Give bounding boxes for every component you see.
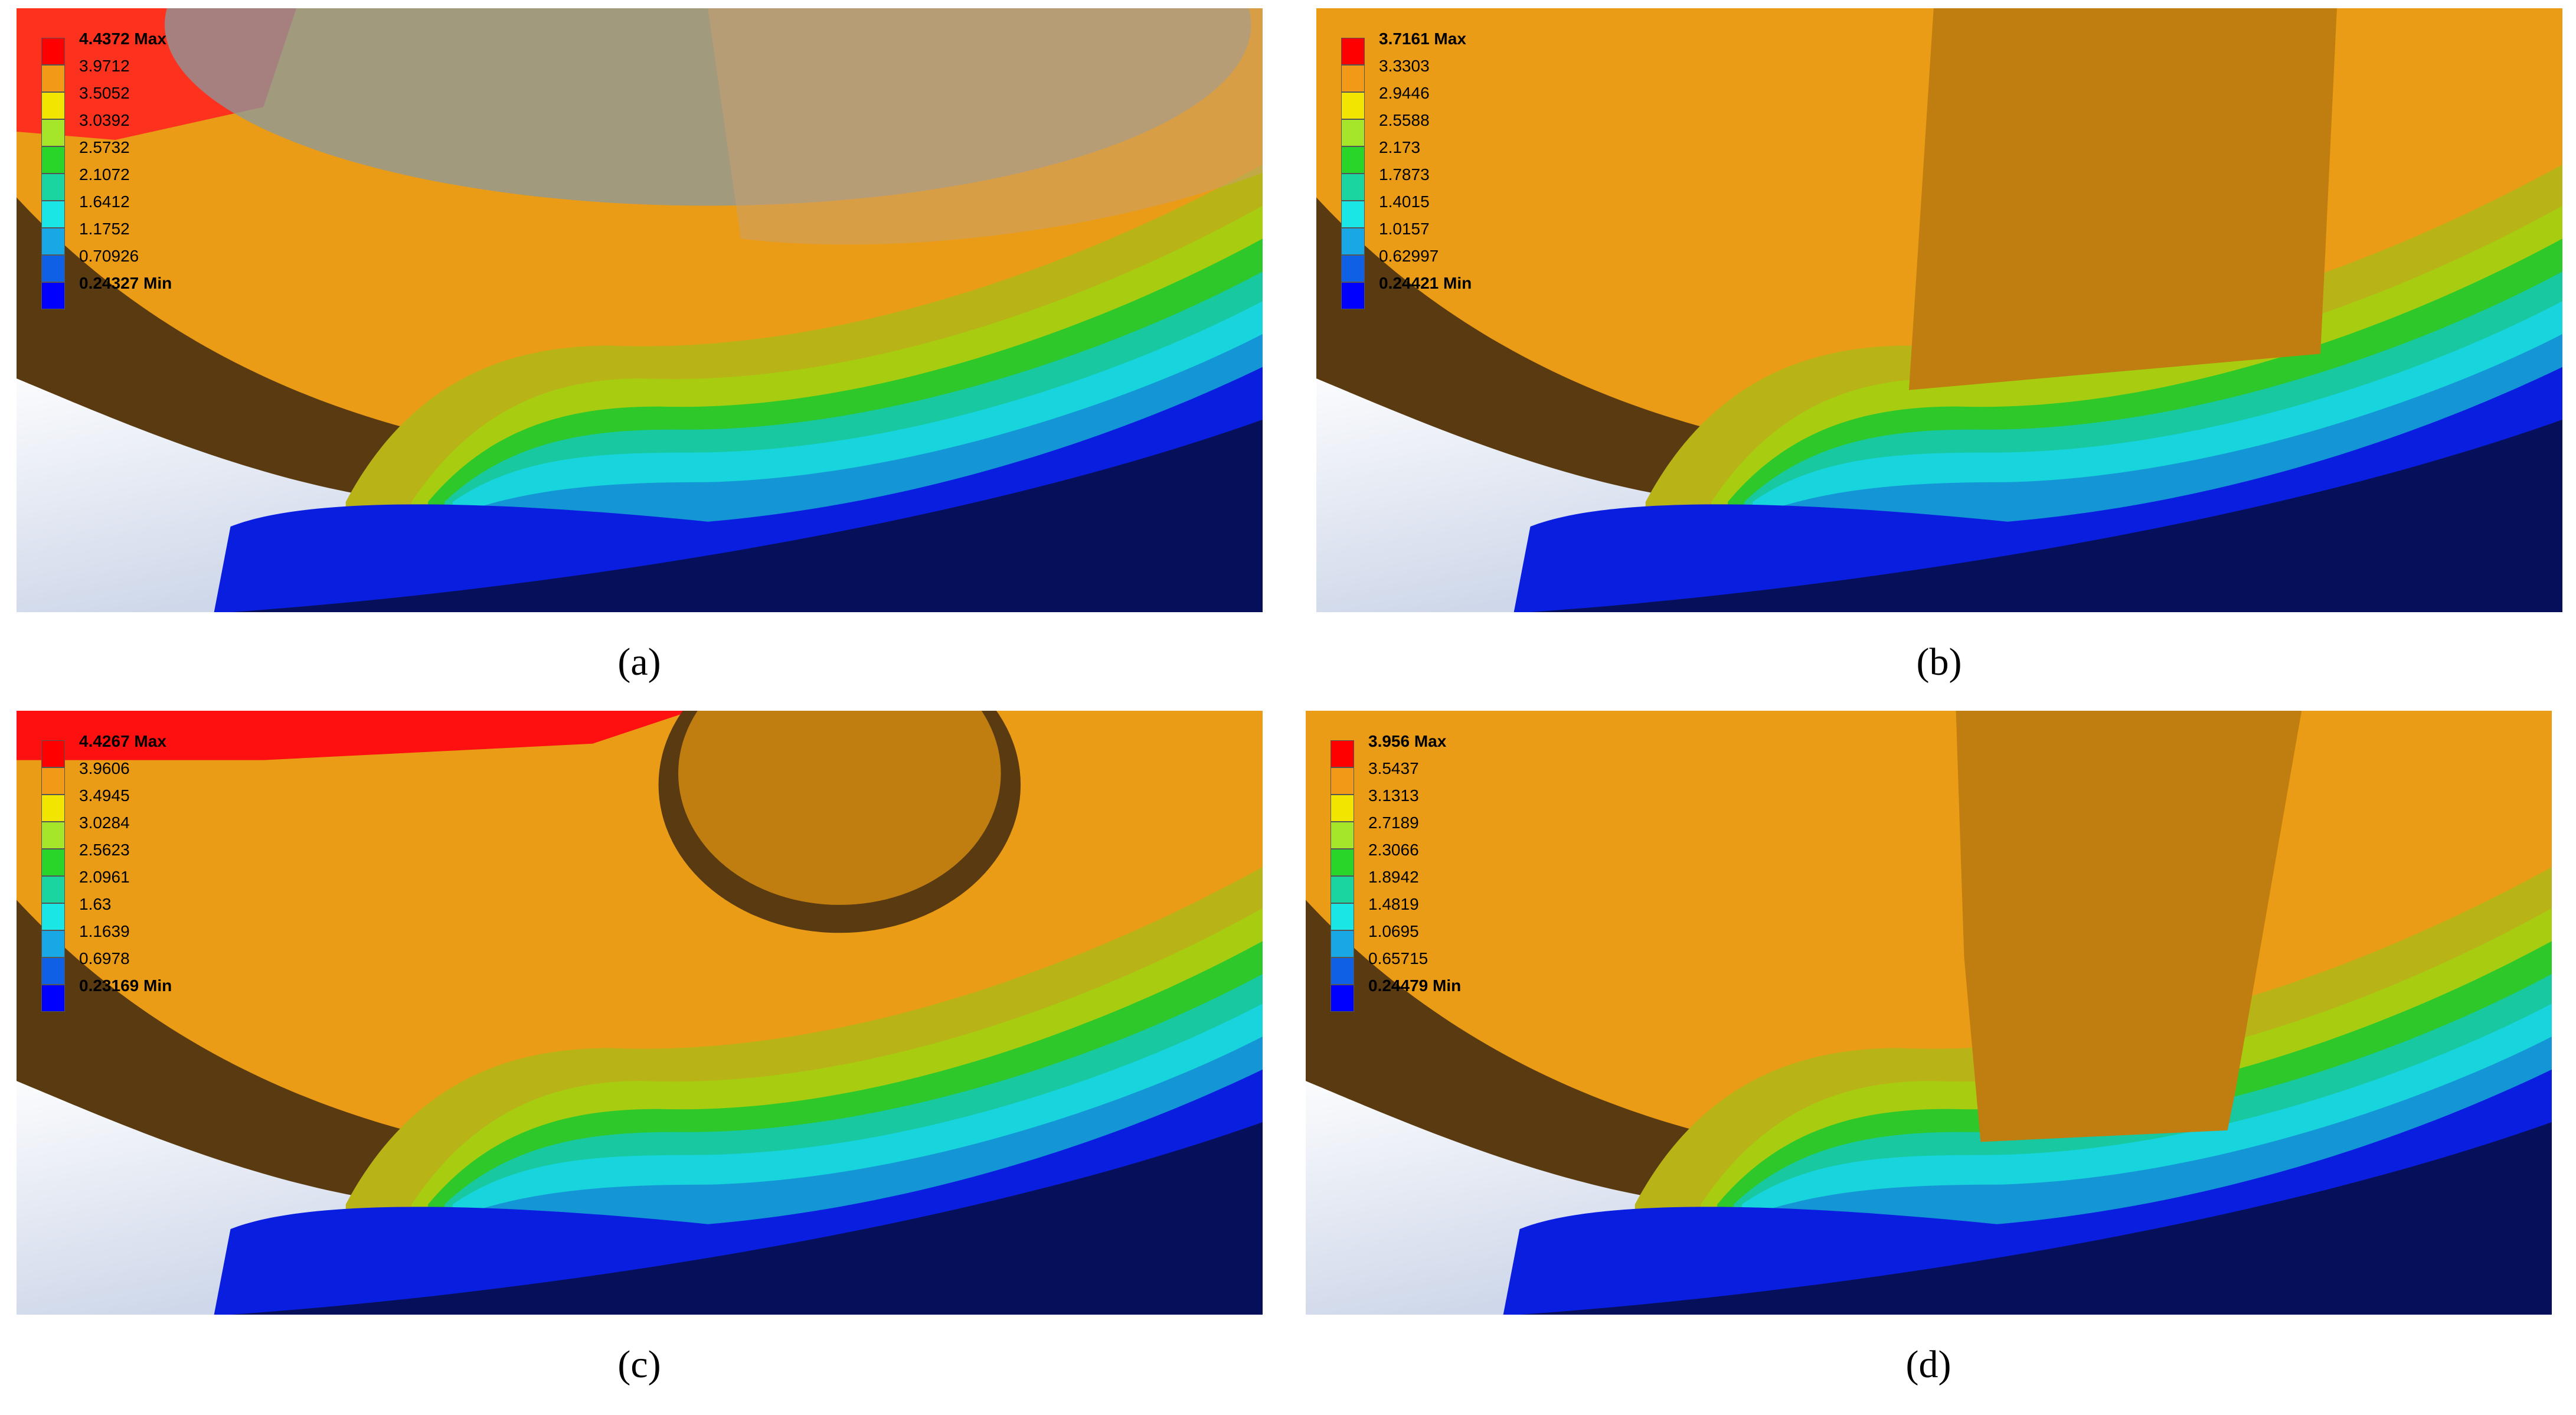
- legend-swatch: [1331, 767, 1354, 795]
- legend-swatch: [1341, 282, 1365, 309]
- legend-label: 3.5437: [1368, 759, 1419, 777]
- legend-swatch: [41, 930, 65, 958]
- legend-label: 3.956 Max: [1368, 732, 1447, 750]
- legend-label: 0.24421 Min: [1379, 274, 1472, 292]
- legend-label: 3.9712: [79, 57, 130, 75]
- legend-label: 1.0695: [1368, 922, 1419, 940]
- legend-label: 0.6978: [79, 949, 130, 968]
- legend-label: 1.1752: [79, 220, 130, 238]
- legend-label: 1.4819: [1368, 895, 1419, 913]
- legend-label: 3.1313: [1368, 786, 1419, 805]
- legend-label: 0.70926: [79, 247, 139, 265]
- legend-label: 2.5588: [1379, 111, 1430, 129]
- contour-plot: [1306, 711, 2552, 1315]
- legend-label: 1.0157: [1379, 220, 1430, 238]
- legend-label: 3.3303: [1379, 57, 1430, 75]
- legend-swatch: [41, 255, 65, 282]
- contour-plot: [17, 711, 1263, 1315]
- legend-swatch: [41, 146, 65, 174]
- legend-label: 4.4267 Max: [79, 732, 166, 750]
- legend-label: 1.63: [79, 895, 112, 913]
- legend-swatch: [41, 92, 65, 119]
- contour-panel: 4.4372 Max 3.9712 3.5052 3.0392 2.5732 2.1072…: [17, 8, 1263, 612]
- contour-panel: 4.4267 Max 3.9606 3.4945 3.0284 2.5623 2.0961…: [17, 711, 1263, 1315]
- legend-label: 0.62997: [1379, 247, 1439, 265]
- legend-label: 2.5623: [79, 841, 130, 859]
- legend-swatch: [1331, 958, 1354, 985]
- legend-swatch: [41, 174, 65, 201]
- legend-label: 2.3066: [1368, 841, 1419, 859]
- legend-swatch: [1341, 146, 1365, 174]
- legend-swatch: [1341, 92, 1365, 119]
- legend-swatch: [41, 228, 65, 255]
- legend-swatch: [1331, 849, 1354, 876]
- legend-swatch: [41, 201, 65, 228]
- caption: (d): [1905, 1343, 1951, 1386]
- legend-swatch: [41, 740, 65, 767]
- legend-swatch: [1341, 119, 1365, 146]
- legend-label: 1.4015: [1379, 192, 1430, 211]
- legend-swatch: [1341, 38, 1365, 65]
- contour-plot: [17, 8, 1263, 612]
- legend-swatch: [1331, 985, 1354, 1012]
- legend-label: 2.0961: [79, 868, 130, 886]
- legend-label: 0.24327 Min: [79, 274, 172, 292]
- legend-swatch: [41, 822, 65, 849]
- legend-swatch: [1331, 876, 1354, 903]
- legend-label: 0.65715: [1368, 949, 1428, 968]
- legend-swatch: [41, 38, 65, 65]
- caption: (c): [617, 1343, 661, 1386]
- legend-label: 2.5732: [79, 138, 130, 156]
- legend-label: 3.4945: [79, 786, 130, 805]
- contour-panel: 3.7161 Max 3.3303 2.9446 2.5588 2.173 1.7873 1…: [1316, 8, 2562, 612]
- contour-plot: [1316, 8, 2562, 612]
- legend-label: 4.4372 Max: [79, 30, 166, 48]
- legend-swatch: [1341, 201, 1365, 228]
- legend-label: 0.23169 Min: [79, 976, 172, 995]
- legend-swatch: [41, 985, 65, 1012]
- legend-swatch: [41, 849, 65, 876]
- legend-label: 1.1639: [79, 922, 130, 940]
- legend-swatch: [1341, 65, 1365, 92]
- legend-swatch: [1331, 903, 1354, 930]
- contour-panel: 3.956 Max 3.5437 3.1313 2.7189 2.3066 1.8942 1…: [1306, 711, 2552, 1315]
- legend-swatch: [1331, 740, 1354, 767]
- legend-swatch: [1331, 822, 1354, 849]
- legend-label: 2.1072: [79, 165, 130, 184]
- legend-swatch: [41, 876, 65, 903]
- legend-swatch: [41, 958, 65, 985]
- legend-swatch: [1341, 228, 1365, 255]
- legend-swatch: [41, 119, 65, 146]
- legend-label: 3.7161 Max: [1379, 30, 1466, 48]
- legend-label: 0.24479 Min: [1368, 976, 1462, 995]
- legend-label: 2.7189: [1368, 813, 1419, 832]
- legend-label: 1.7873: [1379, 165, 1430, 184]
- legend-label: 3.0392: [79, 111, 130, 129]
- legend-swatch: [41, 282, 65, 309]
- legend-swatch: [41, 65, 65, 92]
- legend-swatch: [1331, 930, 1354, 958]
- legend-label: 1.6412: [79, 192, 130, 211]
- legend-swatch: [1331, 795, 1354, 822]
- legend-label: 1.8942: [1368, 868, 1419, 886]
- legend-swatch: [1341, 255, 1365, 282]
- legend-label: 2.173: [1379, 138, 1421, 156]
- legend-label: 2.9446: [1379, 84, 1430, 102]
- legend-swatch: [41, 767, 65, 795]
- legend-swatch: [1341, 174, 1365, 201]
- caption: (b): [1916, 640, 1962, 684]
- caption: (a): [617, 640, 661, 684]
- legend-swatch: [41, 903, 65, 930]
- legend-label: 3.5052: [79, 84, 130, 102]
- legend-label: 3.9606: [79, 759, 130, 777]
- legend-label: 3.0284: [79, 813, 130, 832]
- legend-swatch: [41, 795, 65, 822]
